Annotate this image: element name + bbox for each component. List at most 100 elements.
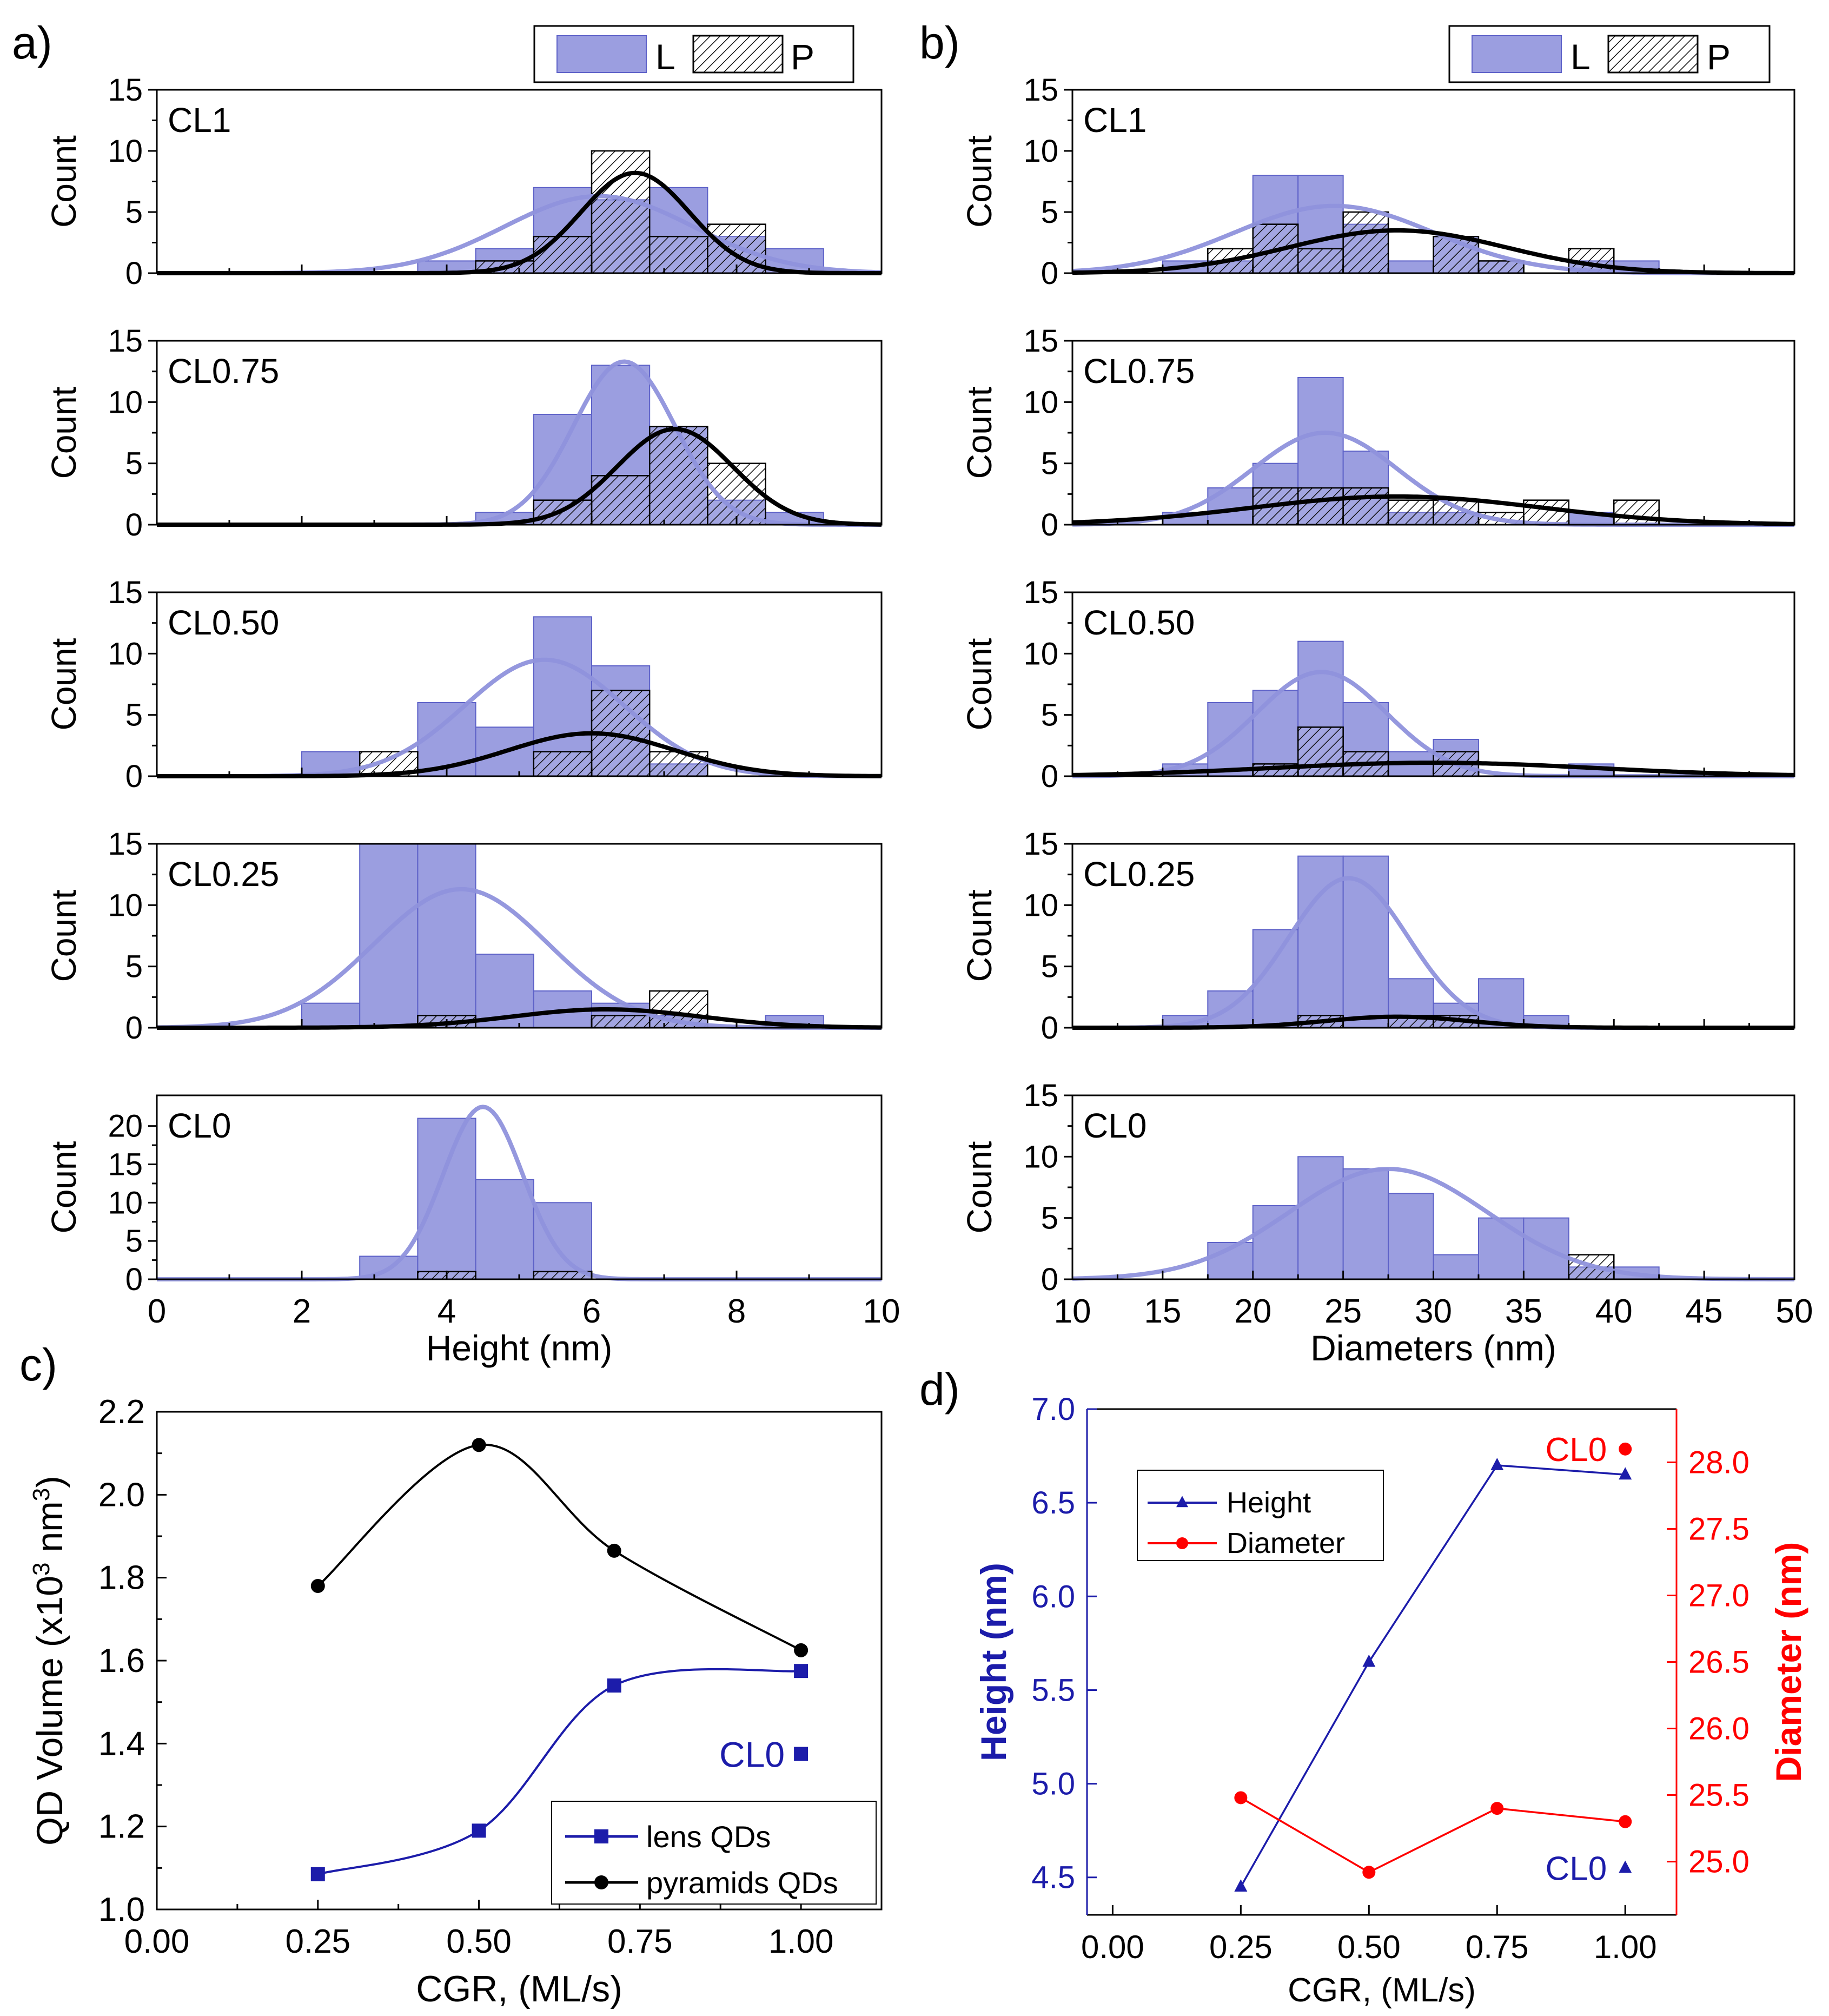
data-point: [1619, 1442, 1632, 1456]
pyramid-bar: [1613, 499, 1660, 526]
y-axis-title: Count: [960, 386, 999, 479]
y-tick-label: 5: [1041, 698, 1058, 733]
y-left-tick-label: 5.5: [1031, 1673, 1075, 1708]
subplot-CL0.75: 0 5 10 15 CL0.75 Count: [44, 323, 883, 543]
legend-a-swatch-P: [692, 35, 784, 74]
pyramid-fit-curve: [157, 427, 882, 527]
subplot-label: CL0: [168, 1106, 231, 1145]
y-tick-label: 15: [108, 72, 143, 108]
lens-bar: [1342, 1168, 1389, 1280]
y-left-tick-label: 6.5: [1031, 1485, 1075, 1521]
series-line: [1240, 1464, 1626, 1887]
data-point: [1619, 1815, 1632, 1828]
y-right-tick-label: 25.5: [1688, 1778, 1750, 1813]
lens-bar: [417, 1118, 476, 1280]
y-left-tick-label: 6.0: [1031, 1579, 1075, 1614]
panel-a-histograms: 051015CL1Count051015CL0.75Count051015CL0…: [44, 72, 900, 1368]
x-tick-label: 35: [1505, 1293, 1542, 1330]
x-tick-label: 0.25: [285, 1923, 350, 1960]
y-right-tick-label: 28.0: [1688, 1445, 1750, 1480]
x-tick-label: 4: [438, 1293, 456, 1330]
y-axis-title-part: 3: [28, 1563, 55, 1576]
lens-bar: [1477, 1217, 1525, 1280]
x-tick-label: 8: [727, 1293, 746, 1330]
y-tick-label: 10: [108, 385, 143, 420]
pyramid-bar: [591, 1015, 651, 1029]
subplot-label: CL0.25: [168, 855, 279, 894]
y-axis-title: Count: [960, 135, 999, 228]
y-tick-label: 0: [125, 507, 143, 543]
panel-label-b: b): [919, 17, 960, 68]
pyramid-bar: [591, 150, 651, 274]
subplot-CL0.25: 0 5 10 15 CL0.25 Count: [960, 827, 1795, 1046]
y-axis-title: QD Volume (x103 nm3): [28, 1476, 71, 1846]
pyramid-bar: [1297, 726, 1344, 777]
panel-label-d: d): [919, 1364, 960, 1414]
y-left-tick-label: 5.0: [1031, 1767, 1075, 1802]
series-line: [317, 1668, 801, 1875]
y-tick-label: 0: [1041, 759, 1058, 794]
y-tick-label: 10: [108, 1185, 143, 1220]
y-tick-label: 0: [125, 1010, 143, 1046]
y-axis-title: Count: [960, 1141, 999, 1233]
y-tick-label: 1.6: [98, 1642, 145, 1680]
x-tick-label: 10: [1054, 1293, 1091, 1330]
subplot-CL0.50: 0 5 10 15 CL0.50 Count: [960, 575, 1795, 794]
subplot-CL0.50: 0 5 10 15 CL0.50 Count: [44, 575, 883, 794]
data-point: [1234, 1879, 1248, 1892]
legend-marker: [1176, 1496, 1188, 1508]
y-right-tick-label: 27.0: [1688, 1578, 1750, 1613]
y-tick-label: 1.8: [98, 1559, 145, 1597]
x-tick-label: 0.75: [607, 1923, 673, 1960]
data-point: [310, 1579, 325, 1593]
annotation: CL0: [719, 1735, 785, 1775]
legend-c: lens QDs pyramids QDs: [551, 1801, 877, 1905]
y-axis-title: Count: [44, 386, 83, 479]
pyramid-fit-curve: [1072, 761, 1795, 777]
y-axis-title-part: nm: [29, 1501, 70, 1562]
y-axis-title: Count: [44, 889, 83, 982]
data-point: [1490, 1458, 1504, 1470]
y-tick-label: 5: [1041, 1201, 1058, 1236]
legend-a-label-P: P: [791, 37, 814, 77]
x-axis-title: CGR, (ML/s): [1288, 1972, 1476, 2009]
y-tick-label: 15: [1023, 323, 1058, 359]
x-tick-label: 20: [1234, 1293, 1271, 1330]
y-axis-title: Count: [44, 135, 83, 228]
data-point: [1619, 1860, 1632, 1873]
y-tick-label: 0: [1041, 1010, 1058, 1046]
y-tick-label: 10: [108, 636, 143, 671]
y-tick-label: 20: [108, 1109, 143, 1144]
y-tick-label: 15: [108, 575, 143, 610]
y-tick-label: 0: [125, 256, 143, 291]
y-tick-label: 10: [1023, 385, 1058, 420]
legend-marker: [1176, 1537, 1188, 1549]
y-tick-label: 10: [108, 888, 143, 923]
x-tick-label: 0.75: [1466, 1929, 1529, 1965]
x-tick-label: 40: [1595, 1293, 1633, 1330]
y-tick-label: 15: [1023, 827, 1058, 862]
legend-marker: [594, 1829, 608, 1843]
y-tick-label: 1.0: [98, 1891, 145, 1928]
subplot-CL1: 0 5 10 15 CL1 Count: [44, 72, 883, 291]
series-line: [317, 1443, 802, 1651]
lens-bar: [417, 843, 476, 1028]
panel-label-c: c): [19, 1339, 57, 1390]
x-tick-label: 0.00: [1081, 1929, 1144, 1965]
legend-label: Diameter: [1227, 1527, 1345, 1559]
y-left-tick-label: 4.5: [1031, 1860, 1075, 1895]
annotation: CL0: [1545, 1431, 1607, 1469]
y-tick-label: 0: [1041, 1262, 1058, 1297]
pyramid-bar: [1568, 1254, 1615, 1280]
pyramid-bar: [1297, 248, 1344, 274]
subplot-CL0.25: 0 5 10 15 CL0.25 Count: [44, 827, 883, 1046]
y-axis-title-part: QD Volume (x10: [29, 1576, 70, 1846]
y-left-axis-title: Height (nm): [973, 1563, 1013, 1761]
panel-c-volume-chart: 0.00 0.25 0.50 0.75 1.00 1.0 1.2 1.4 1.6 1.8 2.0 2.…: [28, 1393, 883, 2010]
x-tick-label: 1.00: [768, 1923, 834, 1960]
series-line: [1240, 1796, 1626, 1874]
panel-d-dual-axis-chart: 0.00 0.25 0.50 0.75 1.00 4.5 5.0 5.5 6.0 6.5 7.0 25…: [973, 1392, 1808, 2009]
pyramid-bar: [648, 426, 708, 526]
data-point: [1234, 1791, 1248, 1805]
lens-bar: [1388, 1193, 1434, 1280]
